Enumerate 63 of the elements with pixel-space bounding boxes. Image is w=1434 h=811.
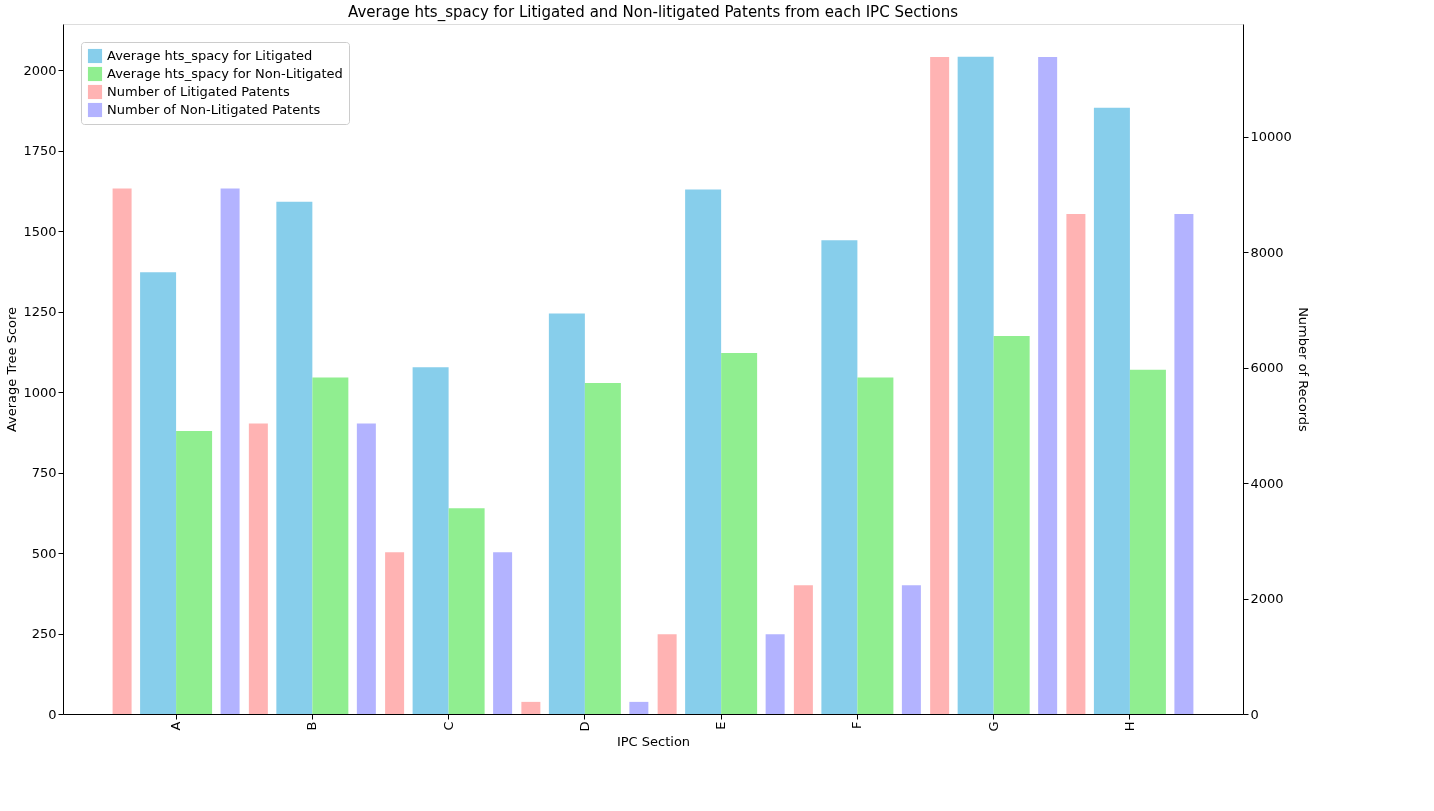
y-tick-label: 500 (31, 545, 57, 561)
bar (220, 188, 240, 714)
y2-tick-label: 6000 (1250, 360, 1284, 376)
x-tick-label: D (576, 721, 592, 732)
legend-label: Average hts_spacy for Litigated (107, 48, 313, 63)
bar (901, 585, 921, 714)
y2-tick-label: 2000 (1250, 591, 1284, 607)
bar (930, 56, 950, 714)
y-tick-label: 1000 (23, 384, 57, 400)
bar (793, 585, 813, 714)
x-tick-label: C (440, 721, 456, 731)
bar (176, 430, 213, 714)
bar (857, 377, 894, 714)
y-tick-label: 2000 (23, 62, 57, 78)
y-tick-label: 1500 (23, 223, 57, 239)
bar (493, 552, 513, 714)
x-tick-label: E (713, 721, 729, 730)
bar (584, 383, 621, 714)
bar (1093, 107, 1130, 714)
x-tick-label: H (1121, 721, 1137, 732)
bar (312, 377, 349, 714)
y-tick-label: 1250 (23, 304, 57, 320)
bar (1129, 369, 1166, 714)
y2-axis-title: Number of Records (1295, 307, 1311, 433)
bar (412, 367, 449, 714)
bar (821, 240, 858, 714)
bar (1174, 213, 1194, 714)
bar (629, 701, 649, 714)
y2-tick-label: 4000 (1250, 475, 1284, 491)
y2-tick-label: 8000 (1250, 244, 1284, 260)
bar (685, 189, 722, 714)
y2-tick-label: 0 (1250, 706, 1259, 722)
y-tick-label: 0 (48, 706, 57, 722)
y-tick-label: 250 (31, 626, 57, 642)
bar (957, 56, 994, 714)
y2-tick-label: 10000 (1250, 129, 1292, 145)
y-axis-title: Average Tree Score (4, 306, 20, 433)
bar (548, 313, 585, 714)
bar (248, 423, 268, 714)
chart-title: Average hts_spacy for Litigated and Non-litigated Patents from each IPC Sections (348, 3, 959, 22)
legend-label: Number of Non-Litigated Patents (107, 102, 321, 117)
bar (721, 353, 758, 714)
x-tick-label: G (985, 721, 1001, 732)
bar (765, 634, 785, 714)
bar (276, 201, 313, 714)
legend-label: Average hts_spacy for Non-Litigated (107, 66, 343, 81)
bar (448, 508, 485, 714)
y-tick-label: 1750 (23, 143, 57, 159)
x-tick-label: B (304, 721, 320, 731)
bar (112, 188, 132, 714)
bar (521, 701, 541, 714)
x-tick-label: F (849, 721, 865, 729)
legend-label: Number of Litigated Patents (107, 84, 290, 99)
bar (657, 634, 677, 714)
bar (1038, 56, 1058, 714)
x-axis-title: IPC Section (616, 733, 691, 749)
bar (140, 272, 177, 714)
bar (993, 336, 1030, 714)
bar (356, 423, 376, 714)
x-tick-label: A (168, 721, 184, 731)
y-tick-label: 750 (31, 465, 57, 481)
bar (1066, 213, 1086, 714)
bar (385, 552, 405, 714)
